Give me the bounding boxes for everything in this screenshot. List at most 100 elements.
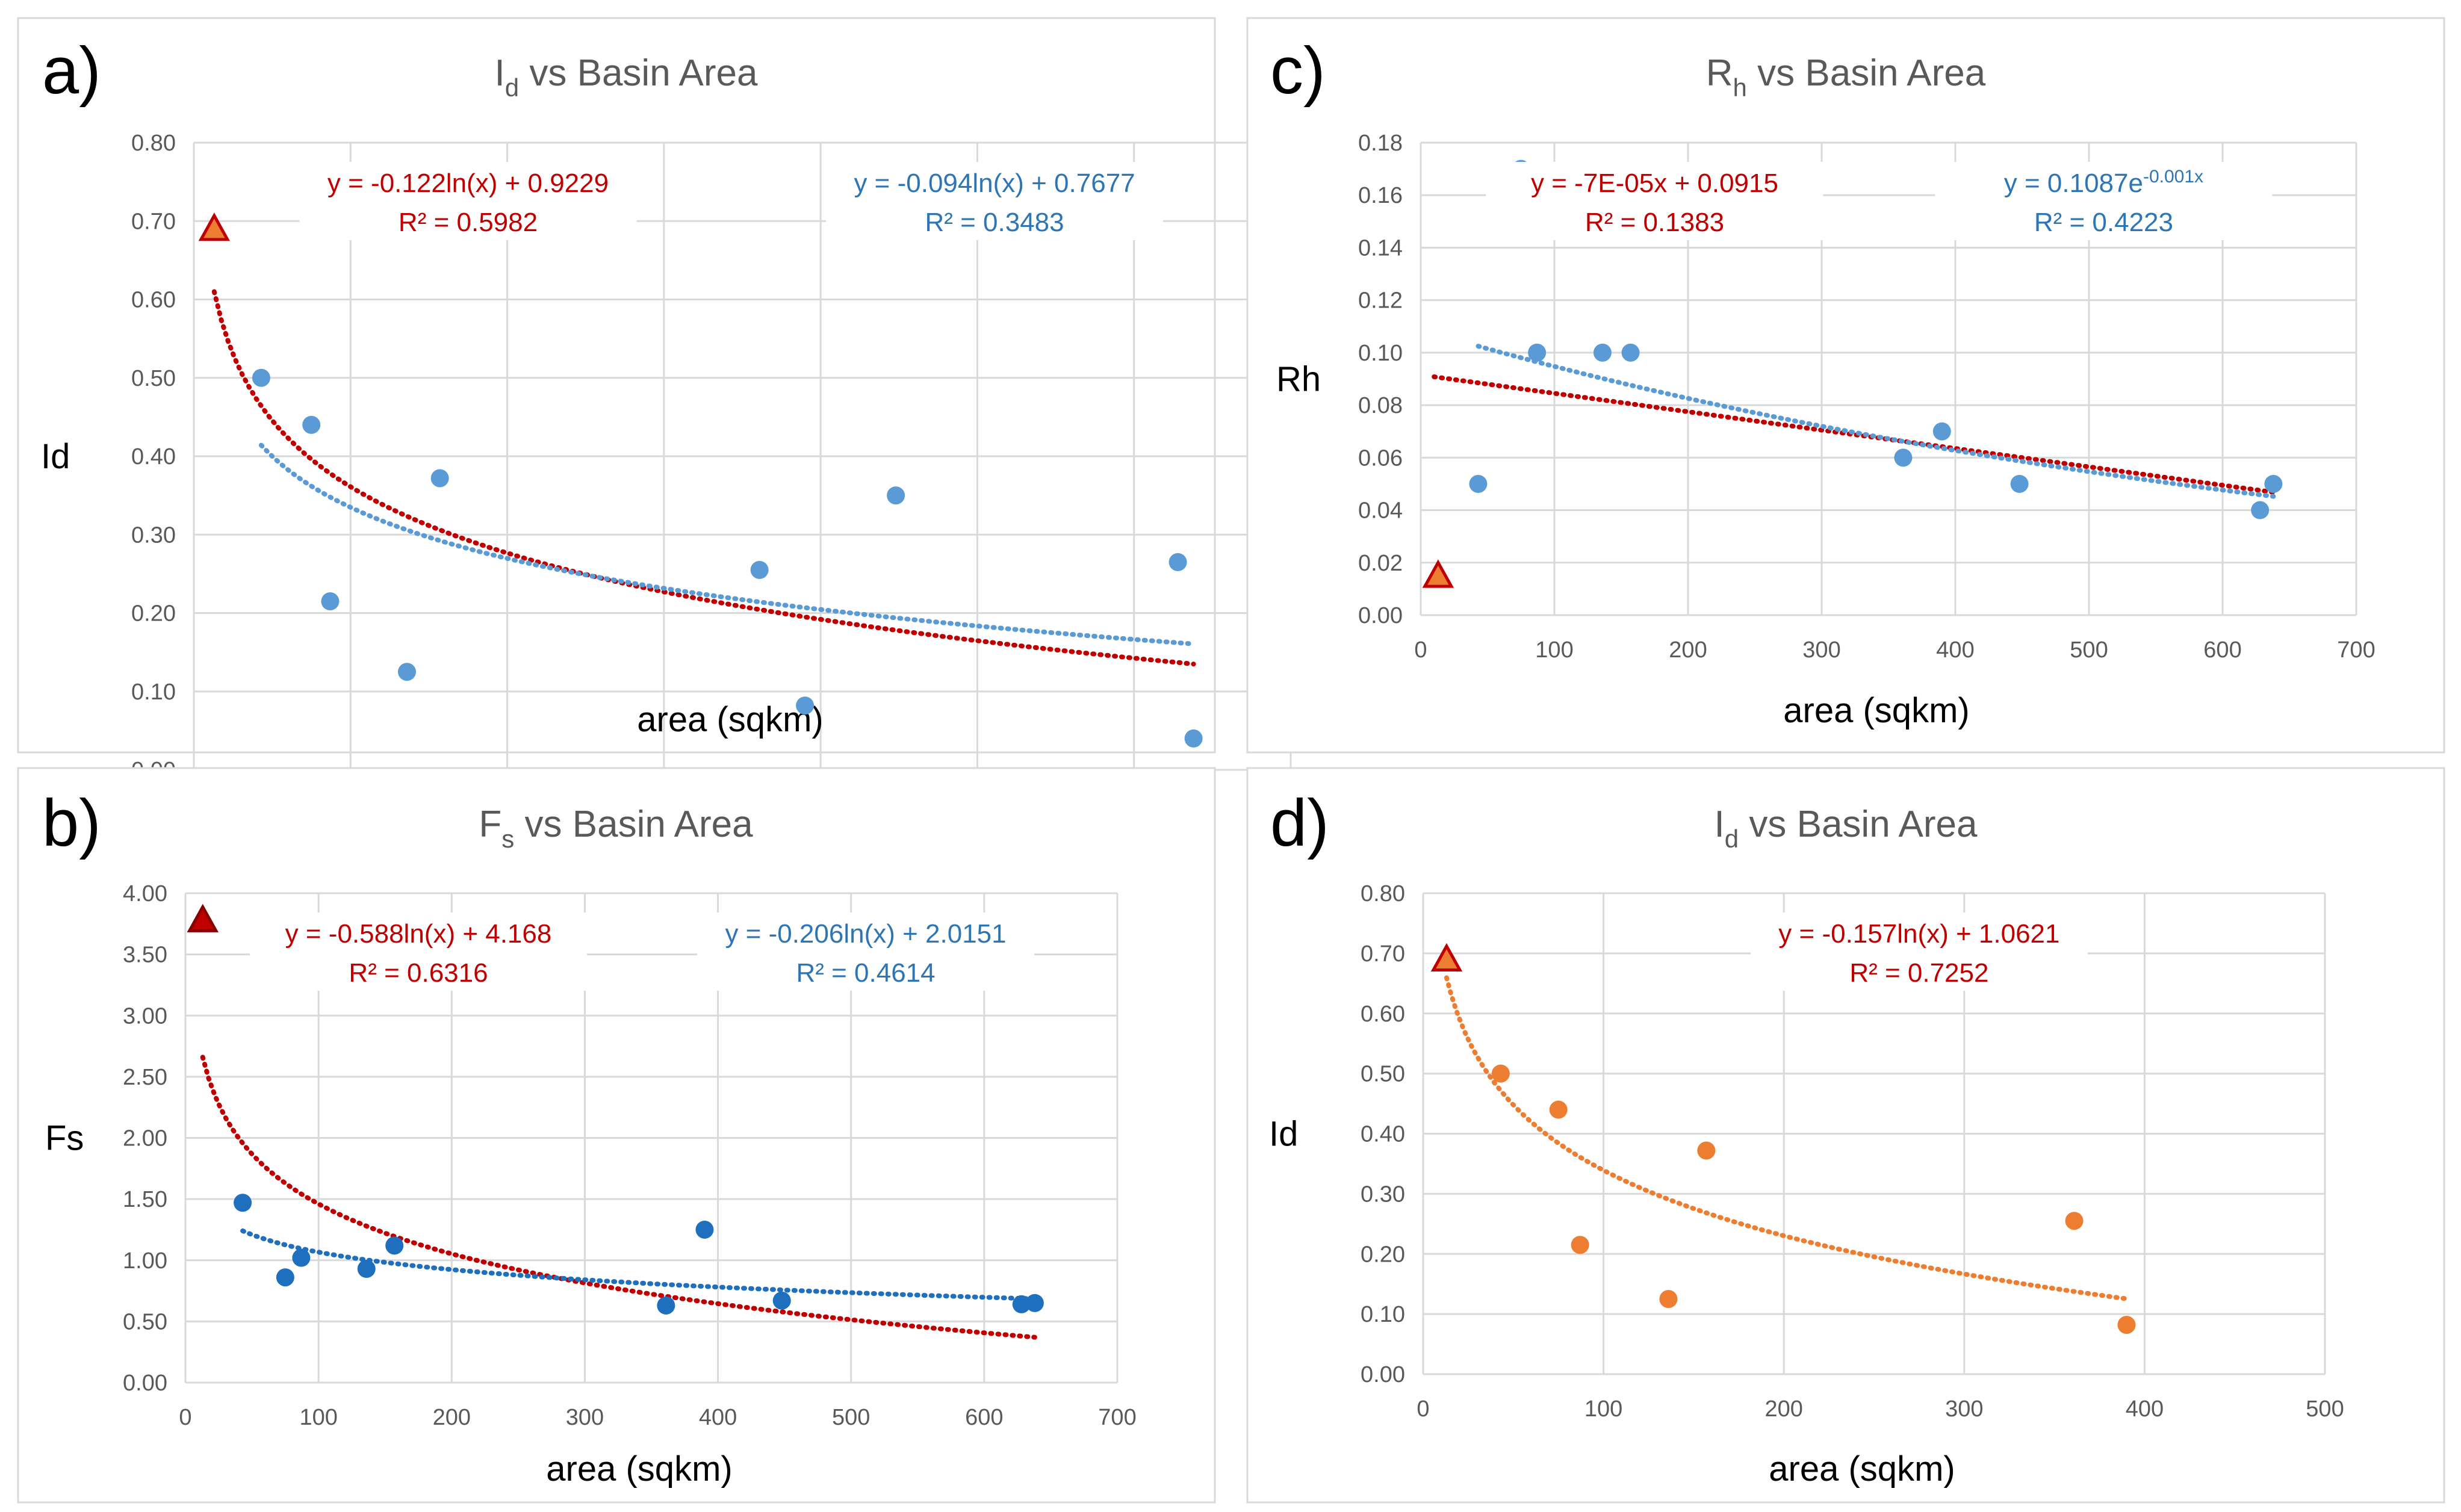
trendline-log [258,442,1196,646]
data-point [1528,343,1547,362]
data-point [1184,729,1203,748]
y-tick-label: 0.40 [131,444,176,469]
r-squared-label: R² = 0.5982 [399,208,538,237]
equation-text: y = 0.1087e [2004,169,2143,198]
trendline-log [200,1055,1037,1340]
data-point [1894,448,1913,467]
y-tick-label: 0.02 [1358,551,1403,576]
x-tick-label: 100 [299,1405,337,1430]
chart-title-subscript: s [501,825,514,853]
panel-frame [17,17,1216,754]
y-tick-label: 3.00 [123,1003,167,1029]
plot-gridlines [1422,892,2326,1375]
x-tick-label: 400 [2126,1396,2164,1422]
data-point [302,415,321,434]
data-point [385,1236,404,1255]
reference-point-triangle [187,903,219,932]
panel-frame [17,767,1216,1504]
chart-title: Rh vs Basin Area [1706,52,1986,102]
equation-label: y = -7E-05x + 0.0915 [1531,169,1778,198]
x-tick-label: 0 [1414,637,1427,663]
data-point [1012,1295,1031,1313]
x-tick-label: 700 [1098,1405,1136,1430]
plot-gridlines [193,141,1292,771]
data-point [1469,474,1488,493]
y-tick-label: 0.12 [1358,288,1403,314]
equation-text: y = -7E-05x + 0.0915 [1531,169,1778,198]
chart-title-rest: vs Basin Area [519,52,758,94]
y-tick-label: 0.20 [131,601,176,627]
data-point [657,1296,675,1315]
data-point [321,592,340,610]
y-tick-label: 0.16 [1358,183,1403,208]
chart-panel-c: 0.00 0.02 0.04 0.06 0.08 0.10 0.12 0.14 0.16 0.18… [1246,17,2445,754]
chart-panel-b: 0.00 0.50 1.00 1.50 2.00 2.50 3.00 3.50 4.00 0 100… [17,767,1216,1504]
equation-text: y = -0.206ln(x) + 2.0151 [725,919,1006,949]
data-point [1168,553,1187,571]
y-tick-label: 0.18 [1358,131,1403,156]
y-axis-label: Id [41,437,70,476]
y-tick-label: 0.60 [131,288,176,313]
y-tick-label: 0.30 [131,522,176,548]
y-tick-label: 0.04 [1358,498,1403,524]
panel-frame [1246,17,2445,754]
chart-title: Id vs Basin Area [495,52,758,102]
y-tick-label: 1.00 [123,1248,167,1274]
r-squared-label: R² = 0.4223 [2034,208,2173,237]
chart-title: Fs vs Basin Area [479,804,753,853]
data-point [1571,1236,1589,1254]
y-tick-label: 0.10 [131,680,176,705]
y-axis-label: Id [1269,1115,1298,1154]
y-tick-label: 0.00 [1361,1362,1405,1387]
x-tick-label: 300 [1945,1396,1983,1422]
x-tick-label: 200 [1669,637,1707,663]
x-tick-label: 500 [832,1405,870,1430]
panel-frame [1246,767,2445,1504]
y-tick-label: 0.00 [123,1371,167,1396]
chart-title-main: R [1706,52,1733,94]
data-point [1697,1141,1716,1160]
reference-point-triangle [198,212,231,241]
equation-label-background [1750,912,2088,991]
equation-label-background [250,912,587,991]
x-tick-label: 100 [1535,637,1573,663]
equation-label: y = -0.588ln(x) + 4.168 [285,919,552,949]
y-tick-label: 0.10 [1361,1302,1405,1327]
y-tick-label: 0.50 [1361,1062,1405,1087]
data-point [2065,1212,2084,1230]
data-point [397,663,416,681]
data-point [695,1220,714,1239]
panel-label: c) [1270,34,1326,108]
y-tick-label: 0.40 [1361,1122,1405,1147]
equation-label-background [299,162,637,240]
data-point [887,486,905,505]
y-tick-label: 3.50 [123,943,167,968]
data-point [252,368,270,387]
x-axis-label: area (sqkm) [1769,1449,1955,1489]
y-tick-label: 0.00 [1358,603,1403,628]
panel-label: b) [42,786,101,860]
x-tick-label: 300 [566,1405,604,1430]
data-point [2251,501,2270,519]
x-tick-label: 400 [699,1405,737,1430]
trendline-log [211,289,1196,667]
x-tick-label: 300 [1802,637,1840,663]
data-point [234,1194,252,1212]
x-tick-label: 700 [2337,637,2375,663]
data-point [292,1248,311,1267]
y-tick-label: 4.00 [123,881,167,906]
x-tick-label: 500 [2306,1396,2344,1422]
y-tick-label: 0.80 [1361,881,1405,906]
equation-text: y = -0.122ln(x) + 0.9229 [327,169,609,198]
chart-title-subscript: d [1725,825,1739,853]
equation-text: y = -0.157ln(x) + 1.0621 [1778,919,2059,949]
data-point [772,1291,791,1310]
x-tick-label: 0 [179,1405,191,1430]
data-point [1932,422,1951,441]
r-squared-label: R² = 0.4614 [796,958,935,988]
data-point [1549,1100,1568,1119]
trendline-log [240,1228,1037,1301]
x-axis-label: area (sqkm) [546,1449,732,1489]
y-tick-label: 0.50 [123,1309,167,1334]
panel-label: d) [1270,786,1329,860]
